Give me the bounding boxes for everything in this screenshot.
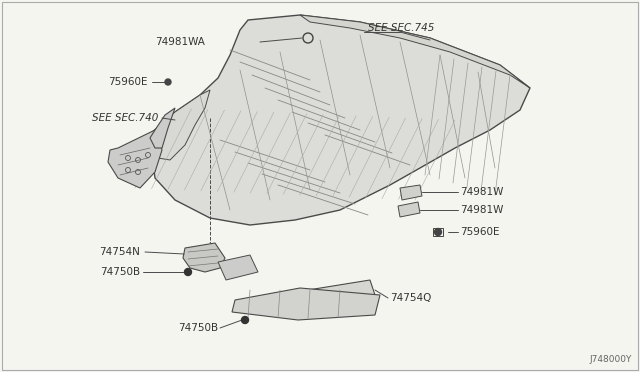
Polygon shape: [152, 90, 210, 160]
Text: 74750B: 74750B: [178, 323, 218, 333]
Bar: [433, 228, 443, 236]
Polygon shape: [108, 130, 162, 188]
Circle shape: [184, 269, 191, 276]
Polygon shape: [300, 15, 530, 88]
Polygon shape: [183, 243, 225, 272]
Text: SEE SEC.745: SEE SEC.745: [368, 23, 435, 33]
Text: 74981WA: 74981WA: [155, 37, 205, 47]
Circle shape: [435, 228, 442, 235]
Text: 74981W: 74981W: [460, 205, 504, 215]
Text: 75960E: 75960E: [460, 227, 499, 237]
Polygon shape: [232, 288, 380, 320]
Circle shape: [241, 317, 248, 324]
Text: 74754Q: 74754Q: [390, 293, 431, 303]
Polygon shape: [400, 185, 422, 200]
Text: 74981W: 74981W: [460, 187, 504, 197]
Text: 74750B: 74750B: [100, 267, 140, 277]
Polygon shape: [150, 108, 175, 148]
Text: 75960E: 75960E: [109, 77, 148, 87]
Circle shape: [165, 79, 171, 85]
Text: SEE SEC.740: SEE SEC.740: [92, 113, 158, 123]
Polygon shape: [218, 255, 258, 280]
Polygon shape: [308, 280, 375, 305]
Text: J748000Y: J748000Y: [589, 355, 632, 364]
Polygon shape: [398, 202, 420, 217]
Polygon shape: [152, 15, 530, 225]
Text: 74754N: 74754N: [99, 247, 140, 257]
